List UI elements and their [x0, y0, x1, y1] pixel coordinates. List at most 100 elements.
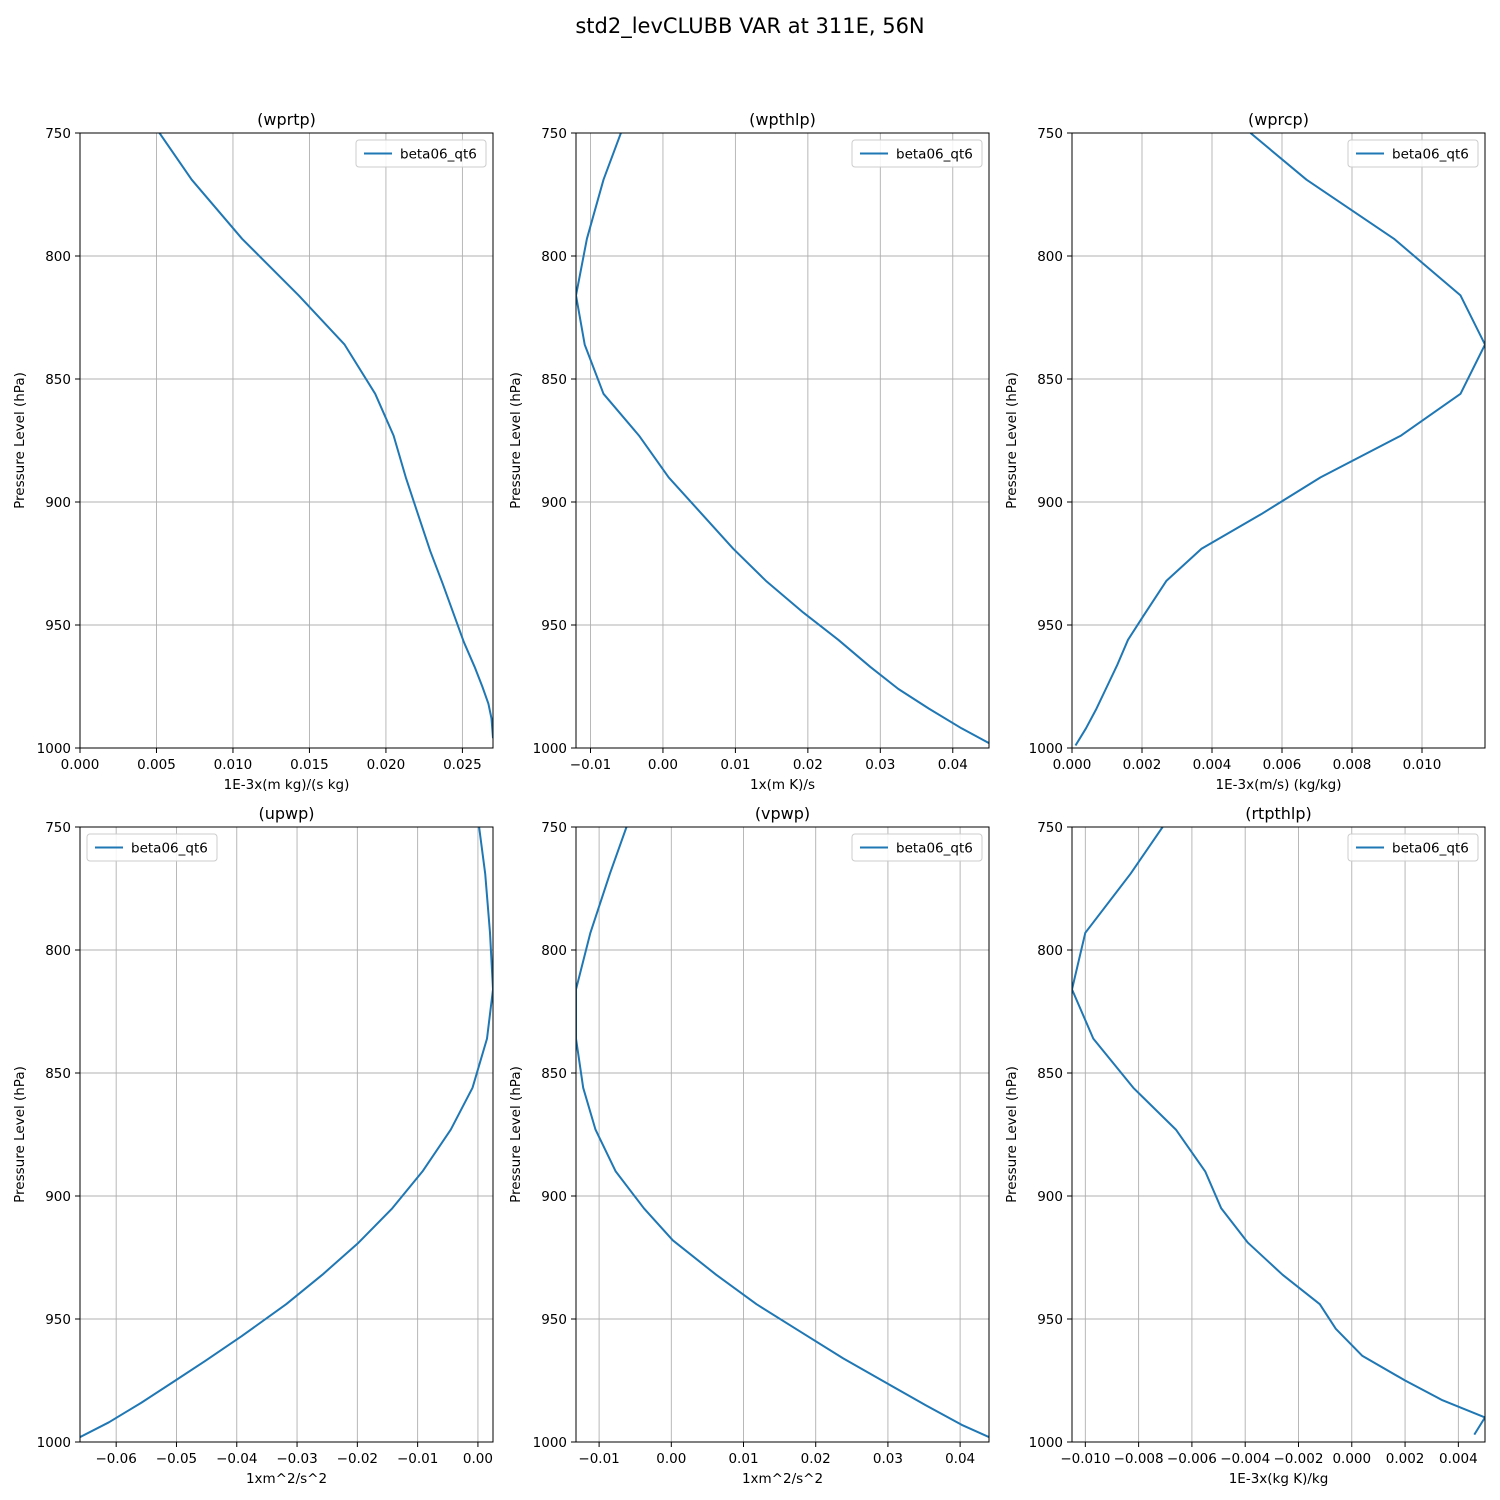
- subplot-title: (vpwp): [755, 804, 810, 823]
- x-tick-label: 0.004: [1193, 757, 1232, 773]
- legend: beta06_qt6: [1347, 833, 1479, 862]
- x-tick-label: −0.04: [216, 1451, 257, 1467]
- x-tick-label: 0.010: [214, 757, 253, 773]
- x-tick-label: −0.02: [337, 1451, 378, 1467]
- y-tick-label: 800: [1037, 249, 1063, 265]
- y-tick-label: 950: [1037, 618, 1063, 634]
- axes-frame: [575, 826, 990, 1443]
- y-axis-label: Pressure Level (hPa): [12, 1066, 28, 1203]
- subplot-title: (upwp): [258, 804, 314, 823]
- axes-frame: [1071, 826, 1486, 1443]
- x-tick-label: −0.01: [397, 1451, 438, 1467]
- x-tick-label: 0.006: [1263, 757, 1302, 773]
- subplot-5: −0.01 0.00 0.01 0.02 0.03 0.04 750 800 850 900 950…: [508, 804, 990, 1487]
- y-tick-label: 750: [1037, 126, 1063, 142]
- y-tick-label: 750: [1037, 820, 1063, 836]
- x-axis-label: 1E-3x(m kg)/(s kg): [224, 777, 350, 793]
- x-axis-label: 1xm^2/s^2: [246, 1471, 327, 1487]
- y-tick-label: 1000: [1029, 741, 1063, 757]
- x-tick-label: 0.04: [938, 757, 968, 773]
- y-tick-label: 850: [541, 372, 567, 388]
- y-tick-label: 750: [45, 126, 71, 142]
- legend: beta06_qt6: [851, 833, 983, 862]
- figure-title: std2_levCLUBB VAR at 311E, 56N: [575, 14, 925, 38]
- x-tick-label: 0.03: [873, 1451, 903, 1467]
- y-axis-label: Pressure Level (hPa): [508, 372, 524, 509]
- x-tick-label: 0.01: [728, 1451, 758, 1467]
- legend-box: [1347, 139, 1479, 168]
- y-tick-label: 900: [541, 1189, 567, 1205]
- y-tick-label: 800: [45, 249, 71, 265]
- subplot-4: −0.06 −0.05 −0.04 −0.03 −0.02 −0.01 0.00 750 800…: [12, 804, 494, 1487]
- legend-entry: beta06_qt6: [896, 147, 973, 163]
- y-axis-label: Pressure Level (hPa): [1004, 372, 1020, 509]
- series-line-beta06_qt6: [1072, 827, 1485, 1436]
- y-tick-label: 950: [45, 618, 71, 634]
- x-tick-label: −0.008: [1114, 1451, 1164, 1467]
- x-tick-label: 0.00: [648, 757, 678, 773]
- x-tick-label: 0.020: [367, 757, 406, 773]
- y-tick-label: 950: [541, 618, 567, 634]
- legend: beta06_qt6: [355, 139, 487, 168]
- x-tick-label: 0.000: [61, 757, 100, 773]
- axes-frame: [1071, 132, 1486, 749]
- legend-entry: beta06_qt6: [1392, 147, 1469, 163]
- y-tick-label: 1000: [37, 741, 71, 757]
- legend-box: [1347, 833, 1479, 862]
- legend-entry: beta06_qt6: [1392, 841, 1469, 857]
- x-axis-label: 1E-3x(m/s) (kg/kg): [1216, 777, 1342, 793]
- legend-box: [851, 139, 983, 168]
- x-tick-label: −0.06: [95, 1451, 136, 1467]
- x-axis-label: 1E-3x(kg K)/kg: [1229, 1471, 1329, 1487]
- subplot-title: (wprcp): [1248, 110, 1309, 129]
- y-tick-label: 750: [45, 820, 71, 836]
- subplot-title: (wpthlp): [749, 110, 816, 129]
- x-axis-label: 1xm^2/s^2: [742, 1471, 823, 1487]
- x-tick-label: 0.000: [1332, 1451, 1371, 1467]
- y-tick-label: 900: [45, 1189, 71, 1205]
- x-axis-label: 1x(m K)/s: [750, 777, 815, 793]
- x-tick-label: 0.00: [656, 1451, 686, 1467]
- x-tick-label: 0.025: [443, 757, 482, 773]
- legend: beta06_qt6: [86, 833, 218, 862]
- x-tick-label: −0.03: [276, 1451, 317, 1467]
- x-tick-label: 0.01: [720, 757, 750, 773]
- x-tick-label: −0.002: [1273, 1451, 1323, 1467]
- x-tick-label: 0.000: [1053, 757, 1092, 773]
- x-tick-label: 0.010: [1403, 757, 1442, 773]
- subplot-title: (wprtp): [257, 110, 316, 129]
- x-tick-label: −0.010: [1060, 1451, 1110, 1467]
- y-axis-label: Pressure Level (hPa): [1004, 1066, 1020, 1203]
- y-tick-label: 900: [541, 495, 567, 511]
- y-tick-label: 1000: [533, 1435, 567, 1451]
- x-tick-label: 0.002: [1123, 757, 1162, 773]
- legend-box: [355, 139, 487, 168]
- x-tick-label: −0.05: [156, 1451, 197, 1467]
- series-line-beta06_qt6: [158, 133, 493, 739]
- y-tick-label: 850: [541, 1066, 567, 1082]
- series-line-beta06_qt6: [1074, 133, 1485, 747]
- series-line-beta06_qt6: [576, 827, 989, 1439]
- y-tick-label: 950: [1037, 1312, 1063, 1328]
- x-tick-label: −0.006: [1167, 1451, 1217, 1467]
- y-axis-label: Pressure Level (hPa): [508, 1066, 524, 1203]
- x-tick-label: −0.01: [578, 1451, 619, 1467]
- y-tick-label: 950: [45, 1312, 71, 1328]
- y-tick-label: 800: [45, 943, 71, 959]
- series-line-beta06_qt6: [576, 133, 989, 744]
- legend-entry: beta06_qt6: [896, 841, 973, 857]
- y-tick-label: 800: [1037, 943, 1063, 959]
- x-tick-label: −0.01: [570, 757, 611, 773]
- x-tick-label: 0.00: [463, 1451, 493, 1467]
- axes-frame: [575, 132, 990, 749]
- y-tick-label: 850: [45, 1066, 71, 1082]
- x-tick-label: 0.02: [801, 1451, 831, 1467]
- legend: beta06_qt6: [851, 139, 983, 168]
- y-tick-label: 1000: [37, 1435, 71, 1451]
- y-tick-label: 850: [1037, 372, 1063, 388]
- y-tick-label: 750: [541, 126, 567, 142]
- x-tick-label: 0.004: [1439, 1451, 1478, 1467]
- y-tick-label: 900: [1037, 1189, 1063, 1205]
- y-axis-label: Pressure Level (hPa): [12, 372, 28, 509]
- series-line-beta06_qt6: [80, 827, 493, 1438]
